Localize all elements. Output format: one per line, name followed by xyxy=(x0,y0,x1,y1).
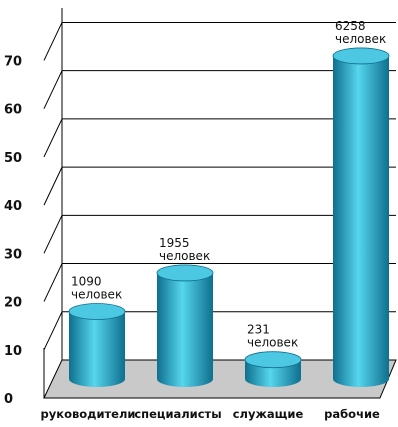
data-label-value: 6258 xyxy=(335,19,366,33)
y-tick-label: 30 xyxy=(4,247,22,262)
y-tick-label: 50 xyxy=(4,151,22,166)
y-tick-label: 60 xyxy=(4,103,22,118)
bar xyxy=(245,352,301,387)
y-tick-label: 0 xyxy=(4,392,13,407)
data-label-unit: человек xyxy=(71,287,122,301)
gridline-side-30 xyxy=(44,215,62,253)
data-label-unit: человек xyxy=(247,336,298,350)
data-label-value: 231 xyxy=(247,323,270,337)
gridline-side-50 xyxy=(44,119,62,157)
y-tick-label: 10 xyxy=(4,344,22,359)
bar xyxy=(333,48,389,387)
data-label-value: 1090 xyxy=(71,274,102,288)
bar-body xyxy=(157,273,213,387)
data-label-value: 1955 xyxy=(159,236,190,250)
gridline-side-10 xyxy=(44,312,62,350)
bar-top xyxy=(157,265,213,281)
gridline-side-60 xyxy=(44,71,62,109)
bar xyxy=(157,265,213,387)
bar xyxy=(69,303,125,387)
bar-top xyxy=(69,303,125,319)
bar-top xyxy=(333,48,389,64)
y-tick-label: 70 xyxy=(4,54,22,69)
gridline-side-40 xyxy=(44,167,62,205)
x-tick-label: специалисты xyxy=(134,407,221,421)
x-tick-label: руководители xyxy=(41,407,136,421)
gridline-side-20 xyxy=(44,264,62,302)
bar-body xyxy=(69,311,125,387)
gridline-side-70 xyxy=(44,22,62,60)
bar-top xyxy=(245,352,301,368)
x-tick-label: рабочие xyxy=(324,407,380,421)
data-label-unit: человек xyxy=(335,32,386,46)
y-tick-label: 20 xyxy=(4,296,22,311)
x-tick-label: служащие xyxy=(233,407,304,421)
bar-body xyxy=(333,56,389,387)
y-tick-label: 40 xyxy=(4,199,22,214)
data-label-unit: человек xyxy=(159,249,210,263)
